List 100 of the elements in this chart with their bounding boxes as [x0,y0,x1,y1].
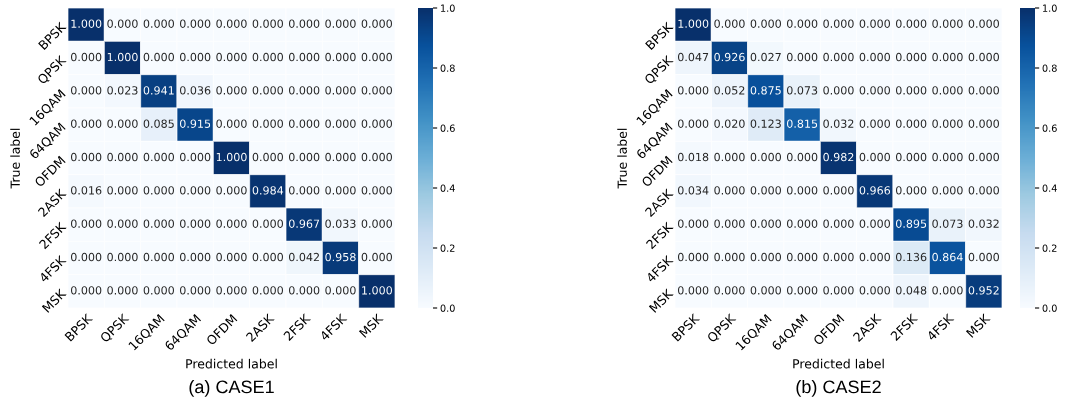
data-label: 0.000 [677,219,709,228]
data-label: 1.000 [362,286,392,295]
data-label: 0.000 [143,19,174,28]
data-label: 0.000 [252,19,283,28]
data-label: 0.000 [252,152,283,162]
color-bar-label: 0.8 [1042,64,1057,72]
data-label: 0.815 [786,119,818,128]
data-label: 0.000 [895,86,927,95]
data-label: 0.000 [750,186,781,195]
data-label: 0.000 [823,86,854,95]
data-label: 0.000 [70,252,102,262]
data-label: 0.000 [677,286,709,295]
data-label: 0.000 [179,52,211,62]
data-label: 0.000 [143,286,174,295]
data-label: 0.042 [288,252,319,262]
data-label: 0.000 [932,186,963,195]
color-bar-label: 0.0 [1042,304,1057,312]
data-label: 0.000 [179,19,211,28]
data-label: 0.136 [895,252,927,262]
data-label: 0.000 [677,119,709,128]
data-label: 0.073 [786,86,818,95]
data-label: 0.000 [325,119,356,128]
data-label: 0.000 [786,19,818,28]
data-label: 0.000 [325,286,356,295]
data-label: 0.000 [252,86,283,95]
data-label: 0.000 [786,52,818,62]
data-label: 0.000 [714,252,745,262]
data-label: 0.000 [786,219,818,228]
data-label: 0.000 [968,119,999,128]
data-label: 0.000 [179,186,211,195]
data-label: 0.000 [361,86,392,95]
data-label: 0.000 [677,252,709,262]
data-label: 0.000 [143,186,174,195]
data-label: 0.000 [968,252,999,262]
data-label: 0.000 [288,186,320,195]
data-label: 0.000 [714,286,745,295]
color-bar-label: 0.2 [1042,244,1057,252]
color-bar-label: 0.4 [440,184,455,192]
data-label: 0.000 [895,19,927,28]
text: (a) CASE1 [189,380,274,397]
color-bar-label: 0.0 [440,304,455,312]
data-label: 0.000 [677,86,709,95]
data-label: 0.000 [107,119,138,128]
data-label: 0.000 [932,119,963,128]
data-label: 0.048 [895,286,927,295]
text: (b) CASE2 [796,380,881,397]
data-label: 0.000 [361,219,392,228]
data-label: 0.000 [288,86,320,95]
data-label: 0.000 [932,86,963,95]
data-label: 0.895 [895,219,927,228]
data-label: 0.952 [968,286,999,295]
data-label: 0.958 [325,252,356,262]
data-label: 0.000 [361,186,392,195]
data-label: 0.000 [859,119,890,128]
data-label: 0.000 [361,119,392,128]
data-label: 0.000 [786,152,818,162]
data-label: 0.000 [932,19,963,28]
data-label: 0.000 [859,152,890,162]
data-label: 0.000 [216,52,247,62]
data-label: 0.000 [179,152,211,162]
data-label: 0.000 [143,219,174,228]
data-label: 0.034 [677,186,709,195]
data-label: 1.000 [216,152,247,162]
data-label: 0.000 [70,119,102,128]
data-label: 0.000 [252,119,283,128]
data-label: 0.000 [288,119,320,128]
data-label: 0.000 [107,219,138,228]
data-label: 0.018 [677,152,709,162]
data-label: 0.000 [288,52,320,62]
data-label: 0.000 [895,119,927,128]
data-label: 0.864 [932,252,963,262]
color-bar-label: 0.8 [440,64,455,72]
data-label: 0.941 [143,86,174,95]
data-label: 0.000 [932,52,963,62]
data-label: 0.000 [361,252,392,262]
color-bar-label: 0.6 [440,124,455,132]
data-label: 0.926 [714,52,745,62]
color-bar-label: 0.4 [1042,184,1057,192]
data-label: 0.073 [932,219,963,228]
data-label: 0.052 [714,86,745,95]
data-label: 0.000 [823,186,854,195]
data-label: 0.000 [107,152,138,162]
data-label: 0.023 [107,86,138,95]
data-label: 0.000 [143,52,174,62]
y-axis-title: True label [10,128,20,189]
data-label: 0.000 [216,252,247,262]
data-label: 0.123 [750,119,781,128]
data-label: 0.000 [325,86,356,95]
data-label: 0.000 [70,286,102,295]
data-label: 0.000 [361,19,392,28]
x-axis-title: Predicted label [793,358,884,369]
data-label: 0.000 [968,52,999,62]
data-label: 0.000 [252,252,283,262]
data-label: 1.000 [678,19,709,28]
data-label: 0.000 [288,19,320,28]
data-label: 0.000 [70,52,102,62]
data-label: 0.027 [750,52,781,62]
data-label: 0.000 [143,252,174,262]
data-label: 0.000 [70,86,102,95]
data-label: 0.000 [786,252,818,262]
